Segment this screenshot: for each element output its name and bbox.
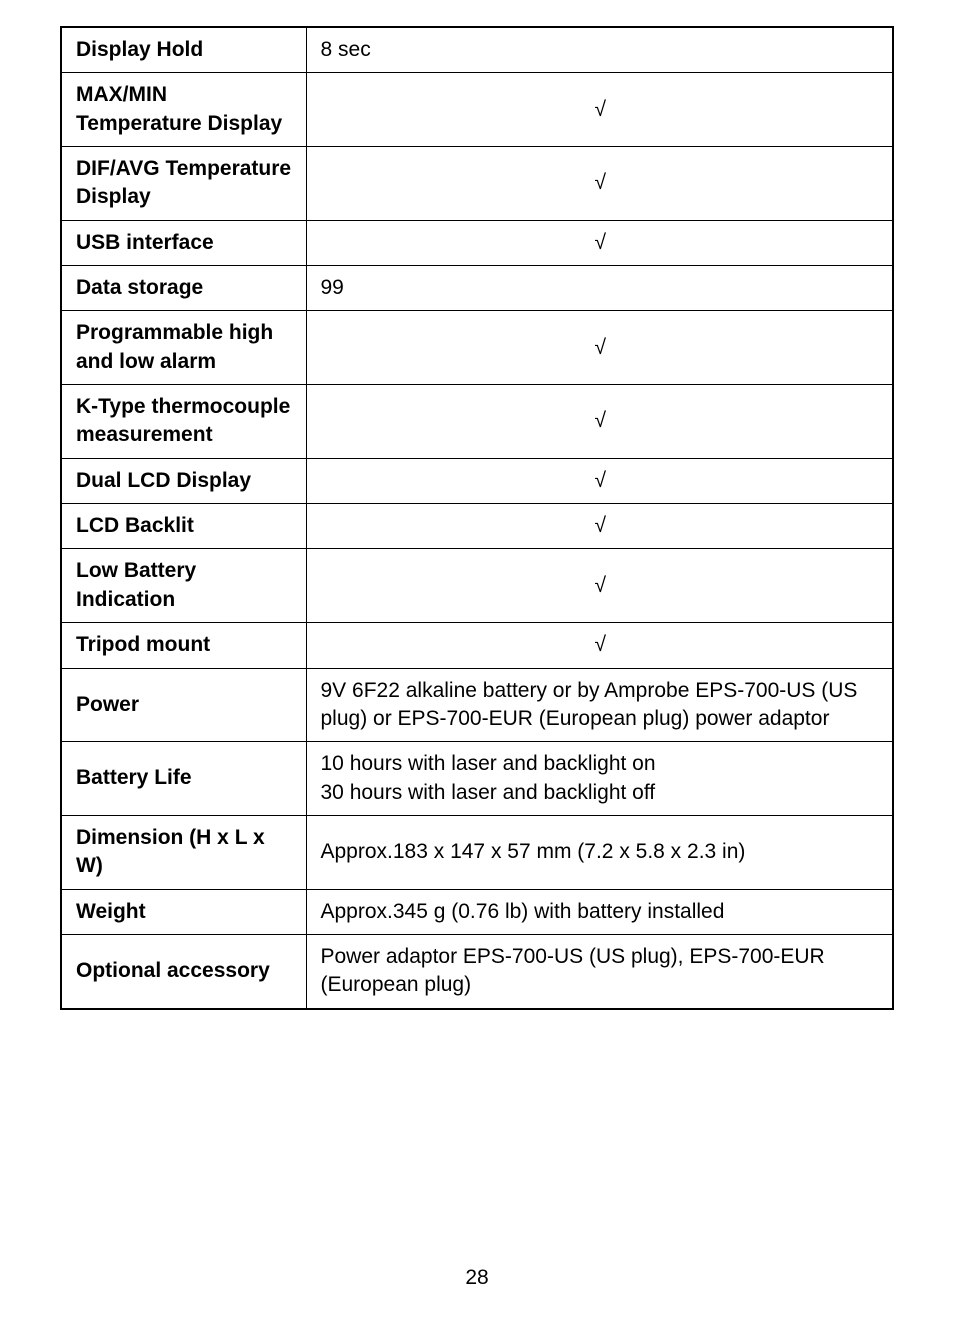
spec-label: MAX/MIN Temperature Display <box>61 73 306 147</box>
spec-label: LCD Backlit <box>61 504 306 549</box>
spec-value: 10 hours with laser and backlight on30 h… <box>306 742 893 816</box>
check-icon: √ <box>594 409 606 432</box>
table-row: Data storage99 <box>61 266 893 311</box>
spec-label: DIF/AVG Temperature Display <box>61 147 306 221</box>
spec-label: Battery Life <box>61 742 306 816</box>
check-icon: √ <box>594 98 606 121</box>
table-row: Dual LCD Display √ <box>61 458 893 503</box>
table-row: Power9V 6F22 alkaline battery or by Ampr… <box>61 668 893 742</box>
spec-value: Approx.183 x 147 x 57 mm (7.2 x 5.8 x 2.… <box>306 815 893 889</box>
spec-value: √ <box>306 385 893 459</box>
table-row: Low Battery Indication √ <box>61 549 893 623</box>
spec-value: √ <box>306 458 893 503</box>
check-icon: √ <box>594 469 606 492</box>
spec-label: Data storage <box>61 266 306 311</box>
table-row: Battery Life10 hours with laser and back… <box>61 742 893 816</box>
check-icon: √ <box>594 231 606 254</box>
spec-value: 99 <box>306 266 893 311</box>
check-icon: √ <box>594 336 606 359</box>
spec-label: Display Hold <box>61 27 306 73</box>
spec-value: √ <box>306 147 893 221</box>
table-row: USB interface √ <box>61 220 893 265</box>
spec-value: Approx.345 g (0.76 lb) with battery inst… <box>306 889 893 934</box>
check-icon: √ <box>594 171 606 194</box>
spec-label: Power <box>61 668 306 742</box>
spec-label: Tripod mount <box>61 623 306 668</box>
table-row: K-Type thermocouple measurement √ <box>61 385 893 459</box>
table-row: MAX/MIN Temperature Display √ <box>61 73 893 147</box>
spec-value: √ <box>306 504 893 549</box>
spec-value: √ <box>306 623 893 668</box>
table-row: WeightApprox.345 g (0.76 lb) with batter… <box>61 889 893 934</box>
spec-label: Low Battery Indication <box>61 549 306 623</box>
spec-label: Programmable high and low alarm <box>61 311 306 385</box>
spec-value: √ <box>306 549 893 623</box>
spec-label: Optional accessory <box>61 934 306 1008</box>
table-row: Tripod mount √ <box>61 623 893 668</box>
spec-value: √ <box>306 220 893 265</box>
table-row: Dimension (H x L x W)Approx.183 x 147 x … <box>61 815 893 889</box>
specifications-table: Display Hold8 secMAX/MIN Temperature Dis… <box>60 26 894 1010</box>
table-row: DIF/AVG Temperature Display √ <box>61 147 893 221</box>
spec-value: 9V 6F22 alkaline battery or by Amprobe E… <box>306 668 893 742</box>
spec-value: √ <box>306 311 893 385</box>
spec-label: Dual LCD Display <box>61 458 306 503</box>
spec-value: 8 sec <box>306 27 893 73</box>
spec-label: Dimension (H x L x W) <box>61 815 306 889</box>
table-row: Programmable high and low alarm √ <box>61 311 893 385</box>
spec-label: USB interface <box>61 220 306 265</box>
table-row: Optional accessoryPower adaptor EPS-700-… <box>61 934 893 1008</box>
check-icon: √ <box>594 574 606 597</box>
spec-value: √ <box>306 73 893 147</box>
table-row: Display Hold8 sec <box>61 27 893 73</box>
check-icon: √ <box>594 514 606 537</box>
spec-label: Weight <box>61 889 306 934</box>
spec-value: Power adaptor EPS-700-US (US plug), EPS-… <box>306 934 893 1008</box>
table-row: LCD Backlit √ <box>61 504 893 549</box>
spec-label: K-Type thermocouple measurement <box>61 385 306 459</box>
check-icon: √ <box>594 633 606 656</box>
page-number: 28 <box>0 1266 954 1290</box>
